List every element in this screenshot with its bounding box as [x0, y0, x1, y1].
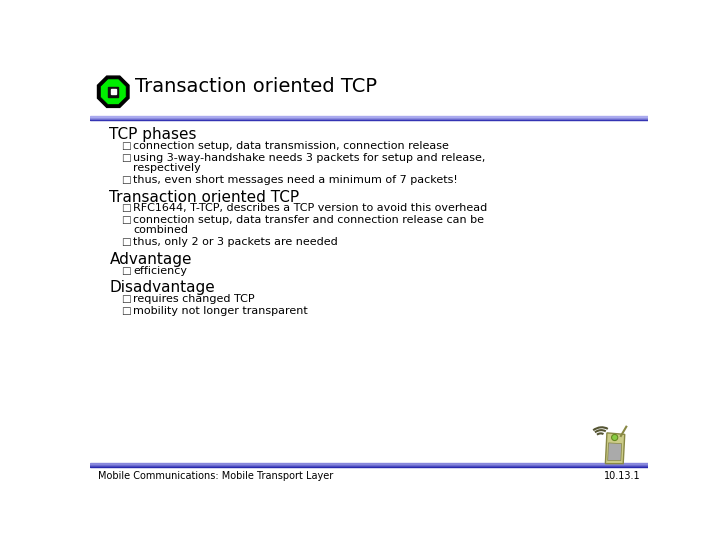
Text: using 3-way-handshake needs 3 packets for setup and release,: using 3-way-handshake needs 3 packets fo… — [133, 153, 486, 163]
Polygon shape — [97, 76, 129, 107]
Polygon shape — [100, 79, 126, 105]
Text: connection setup, data transmission, connection release: connection setup, data transmission, con… — [133, 141, 449, 151]
Text: Mobile Communications: Mobile Transport Layer: Mobile Communications: Mobile Transport … — [98, 470, 333, 481]
Text: respectively: respectively — [133, 163, 201, 173]
Bar — [90, 118, 648, 119]
Text: combined: combined — [133, 225, 189, 235]
Polygon shape — [608, 443, 621, 461]
Text: □: □ — [121, 294, 130, 304]
Text: requires changed TCP: requires changed TCP — [133, 294, 255, 304]
Bar — [90, 463, 648, 464]
Polygon shape — [111, 89, 116, 94]
Polygon shape — [606, 433, 625, 464]
Text: mobility not longer transparent: mobility not longer transparent — [133, 306, 308, 316]
Bar — [90, 116, 648, 117]
Text: □: □ — [121, 215, 130, 225]
Bar — [90, 465, 648, 467]
Text: 10.13.1: 10.13.1 — [603, 470, 640, 481]
Text: Transaction oriented TCP: Transaction oriented TCP — [109, 190, 300, 205]
Text: □: □ — [121, 204, 130, 213]
Bar — [90, 118, 648, 119]
Text: RFC1644, T-TCP, describes a TCP version to avoid this overhead: RFC1644, T-TCP, describes a TCP version … — [133, 204, 487, 213]
Bar — [90, 464, 648, 465]
Circle shape — [611, 434, 618, 441]
Text: □: □ — [121, 306, 130, 316]
Bar — [90, 119, 648, 120]
Text: □: □ — [121, 141, 130, 151]
Polygon shape — [108, 87, 118, 97]
Text: □: □ — [121, 266, 130, 276]
Text: Advantage: Advantage — [109, 252, 192, 267]
Text: efficiency: efficiency — [133, 266, 187, 276]
Text: Transaction oriented TCP: Transaction oriented TCP — [135, 77, 377, 96]
Text: □: □ — [121, 153, 130, 163]
Bar — [90, 117, 648, 118]
Bar — [90, 465, 648, 466]
Text: thus, only 2 or 3 packets are needed: thus, only 2 or 3 packets are needed — [133, 237, 338, 247]
Text: □: □ — [121, 237, 130, 247]
Text: TCP phases: TCP phases — [109, 127, 197, 142]
Text: Disadvantage: Disadvantage — [109, 280, 215, 295]
Text: thus, even short messages need a minimum of 7 packets!: thus, even short messages need a minimum… — [133, 175, 458, 185]
Text: connection setup, data transfer and connection release can be: connection setup, data transfer and conn… — [133, 215, 485, 225]
Text: □: □ — [121, 175, 130, 185]
